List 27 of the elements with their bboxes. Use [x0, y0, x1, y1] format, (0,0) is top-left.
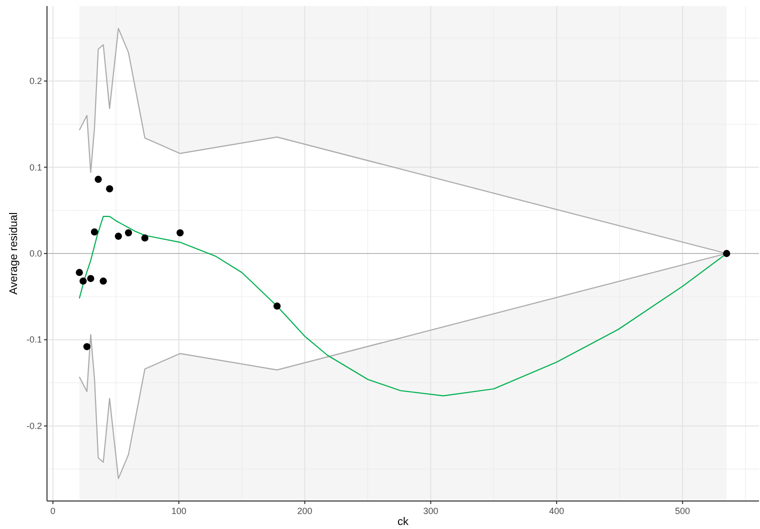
point: [124, 229, 132, 236]
point: [90, 228, 98, 236]
point: [94, 176, 102, 183]
y-tick-label: 0.2: [29, 76, 42, 86]
point: [176, 229, 184, 236]
y-tick-label: -0.2: [26, 420, 42, 431]
point: [83, 343, 90, 350]
y-axis-title: Average residual: [8, 212, 20, 295]
x-tick-label: 200: [297, 506, 312, 516]
y-tick-label: -0.1: [26, 334, 42, 345]
point: [76, 268, 83, 276]
point: [141, 234, 148, 242]
point: [114, 232, 122, 240]
x-tick-label: 100: [171, 506, 186, 516]
point: [80, 278, 87, 285]
x-tick-label: 0: [50, 506, 56, 516]
point: [100, 278, 107, 285]
y-tick-label: 0.0: [29, 248, 42, 258]
point: [106, 185, 114, 192]
y-tick-label: 0.1: [29, 162, 42, 172]
point: [87, 274, 94, 282]
x-tick-label: 300: [423, 506, 438, 516]
x-tick-label: 500: [675, 506, 690, 516]
point: [723, 250, 730, 258]
point: [274, 302, 281, 310]
x-tick-label: 400: [549, 506, 564, 516]
x-axis-title: ck: [398, 516, 409, 528]
